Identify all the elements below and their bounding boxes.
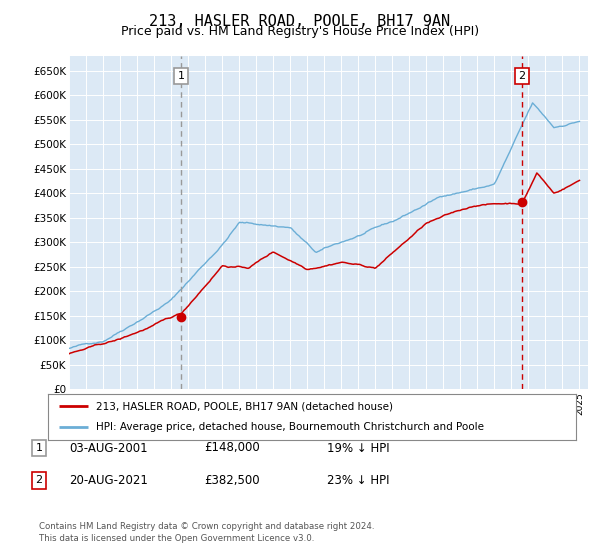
Text: 20-AUG-2021: 20-AUG-2021 [69, 474, 148, 487]
Text: 19% ↓ HPI: 19% ↓ HPI [327, 441, 389, 455]
Text: 23% ↓ HPI: 23% ↓ HPI [327, 474, 389, 487]
Text: 03-AUG-2001: 03-AUG-2001 [69, 441, 148, 455]
Text: Price paid vs. HM Land Registry's House Price Index (HPI): Price paid vs. HM Land Registry's House … [121, 25, 479, 38]
Text: 2: 2 [518, 71, 526, 81]
Text: 1: 1 [178, 71, 184, 81]
Text: 213, HASLER ROAD, POOLE, BH17 9AN (detached house): 213, HASLER ROAD, POOLE, BH17 9AN (detac… [95, 401, 392, 411]
Text: 2: 2 [35, 475, 43, 486]
Text: £382,500: £382,500 [204, 474, 260, 487]
Text: 1: 1 [35, 443, 43, 453]
Text: 213, HASLER ROAD, POOLE, BH17 9AN: 213, HASLER ROAD, POOLE, BH17 9AN [149, 14, 451, 29]
Text: Contains HM Land Registry data © Crown copyright and database right 2024.
This d: Contains HM Land Registry data © Crown c… [39, 522, 374, 543]
Text: HPI: Average price, detached house, Bournemouth Christchurch and Poole: HPI: Average price, detached house, Bour… [95, 422, 484, 432]
Text: £148,000: £148,000 [204, 441, 260, 455]
